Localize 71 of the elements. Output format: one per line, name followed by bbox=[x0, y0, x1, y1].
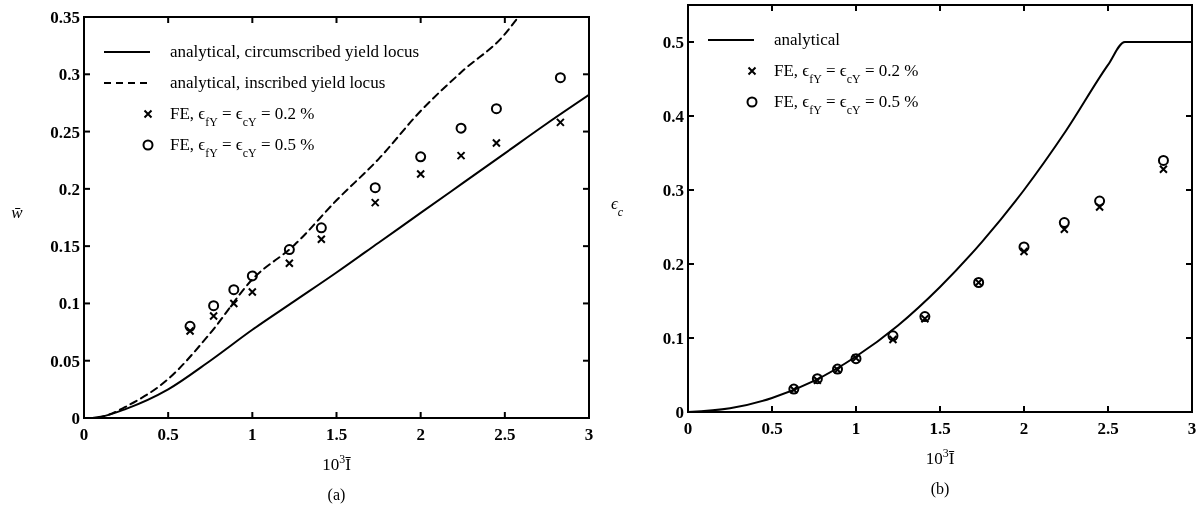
point bbox=[284, 258, 294, 268]
legend-label: analytical, inscribed yield locus bbox=[170, 73, 386, 92]
legend-label: analytical bbox=[774, 30, 841, 49]
y-tick-label: 0.35 bbox=[50, 8, 80, 27]
y-tick-label: 0.4 bbox=[662, 107, 685, 126]
y-axis-title: w̄ bbox=[11, 202, 24, 222]
legend-entry: analytical bbox=[707, 30, 841, 49]
legend-entry: analytical, inscribed yield locus bbox=[103, 73, 386, 92]
point bbox=[184, 320, 196, 332]
y-tick-label: 0.25 bbox=[50, 122, 80, 142]
legend-entry: analytical, circumscribed yield locus bbox=[103, 42, 420, 61]
legend-label: FE, ϵ$_{fY}$ = ϵ$_{cY}$ = 0.2 % bbox=[774, 61, 919, 86]
legend-entry: FE, ϵ$_{fY}$ = ϵ$_{cY}$ = 0.5 % bbox=[142, 135, 315, 160]
point bbox=[416, 169, 426, 179]
legend-label: analytical, circumscribed yield locus bbox=[170, 42, 420, 61]
legend-label: FE, ϵ$_{fY}$ = ϵ$_{cY}$ = 0.5 % bbox=[170, 135, 315, 160]
legend-label: FE, ϵ$_{fY}$ = ϵ$_{cY}$ = 0.5 % bbox=[774, 92, 919, 117]
point bbox=[1157, 154, 1169, 166]
point bbox=[415, 151, 427, 163]
point bbox=[370, 198, 380, 208]
x-tick-label: 2.5 bbox=[1097, 419, 1119, 438]
legend-entry: FE, ϵ$_{fY}$ = ϵ$_{cY}$ = 0.5 % bbox=[746, 92, 919, 117]
point bbox=[455, 122, 467, 134]
x-tick-label: 2 bbox=[1019, 419, 1029, 438]
x-tick-label: 0.5 bbox=[761, 419, 783, 438]
point bbox=[369, 182, 381, 194]
point bbox=[209, 311, 219, 321]
y-axis-title: ϵ$_{c}$ bbox=[610, 193, 624, 219]
y-tick-label: 0.2 bbox=[662, 255, 684, 274]
x-tick-label: 3 bbox=[1187, 419, 1197, 438]
text: (b) bbox=[930, 480, 950, 498]
point bbox=[315, 222, 327, 234]
point bbox=[247, 287, 257, 297]
x-tick-label: 0.5 bbox=[157, 425, 179, 444]
y-tick-label: 0.1 bbox=[662, 329, 684, 348]
legend-entry: FE, ϵ$_{fY}$ = ϵ$_{cY}$ = 0.2 % bbox=[143, 104, 315, 129]
legend-label: FE, ϵ$_{fY}$ = ϵ$_{cY}$ = 0.2 % bbox=[170, 104, 315, 129]
legend-entry: FE, ϵ$_{fY}$ = ϵ$_{cY}$ = 0.2 % bbox=[747, 61, 919, 86]
point bbox=[888, 334, 898, 344]
x-tick-label: 2 bbox=[416, 425, 425, 444]
y-tick-label: 0.3 bbox=[662, 181, 684, 200]
x-tick-label: 1.5 bbox=[929, 419, 951, 438]
y-tick-label: 0 bbox=[675, 403, 684, 422]
y-tick-label: 0.2 bbox=[58, 179, 80, 199]
point bbox=[490, 103, 502, 115]
x-axis-title: 10$^{3}$Ī bbox=[322, 452, 352, 474]
point bbox=[229, 298, 239, 308]
x-tick-label: 1.5 bbox=[325, 425, 348, 444]
y-tick-label: 0.05 bbox=[50, 351, 80, 371]
point bbox=[1018, 241, 1030, 253]
x-tick-label: 2.5 bbox=[494, 425, 516, 444]
point bbox=[456, 151, 466, 161]
x-tick-label: 3 bbox=[584, 425, 594, 444]
point bbox=[1158, 164, 1168, 174]
point bbox=[228, 284, 240, 296]
x-axis-title: 10$^{3}$Ī bbox=[925, 446, 955, 468]
x-tick-label: 1 bbox=[248, 425, 257, 444]
point bbox=[491, 138, 501, 148]
point bbox=[887, 330, 899, 342]
point bbox=[283, 244, 295, 256]
text: (a) bbox=[327, 486, 346, 504]
point bbox=[554, 72, 566, 84]
x-tick-label: 1 bbox=[851, 419, 861, 438]
point bbox=[208, 300, 220, 312]
point bbox=[246, 270, 258, 282]
y-tick-label: 0.15 bbox=[50, 237, 80, 257]
point bbox=[316, 234, 326, 244]
y-tick-label: 0.5 bbox=[662, 33, 684, 52]
y-tick-label: 0.3 bbox=[58, 65, 80, 85]
y-tick-label: 0.1 bbox=[58, 294, 80, 314]
point bbox=[555, 117, 565, 127]
